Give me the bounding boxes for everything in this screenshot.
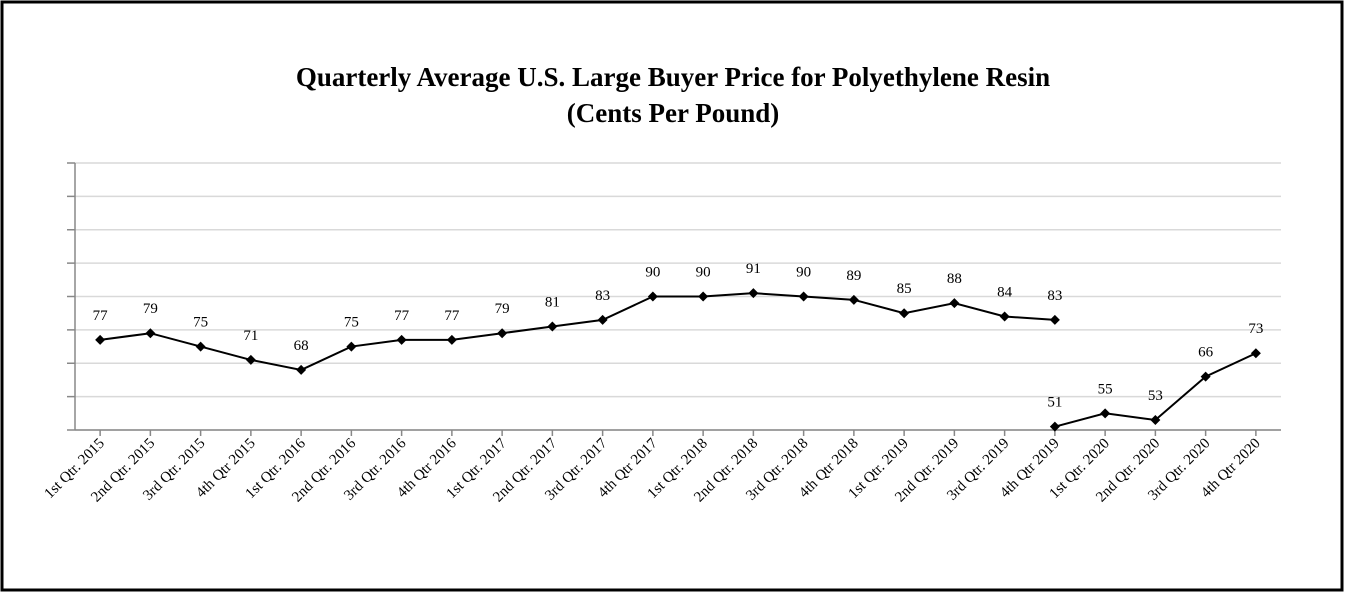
data-label: 53 <box>1148 388 1163 404</box>
data-label: 79 <box>495 301 510 317</box>
marker <box>396 334 407 345</box>
data-label: 55 <box>1098 381 1113 397</box>
marker <box>446 334 457 345</box>
data-label: 68 <box>294 338 309 354</box>
marker <box>899 308 910 319</box>
marker <box>497 328 508 339</box>
chart-title: Quarterly Average U.S. Large Buyer Price… <box>296 62 1050 92</box>
marker <box>597 314 608 325</box>
data-label: 51 <box>1047 395 1062 411</box>
data-label: 88 <box>947 271 962 287</box>
data-label: 83 <box>595 288 610 304</box>
marker <box>145 328 156 339</box>
marker <box>798 291 809 302</box>
marker <box>547 321 558 332</box>
marker <box>647 291 658 302</box>
data-label: 75 <box>193 315 208 331</box>
marker <box>296 364 307 375</box>
data-label: 89 <box>846 268 861 284</box>
marker <box>1049 314 1060 325</box>
marker <box>999 311 1010 322</box>
data-label: 91 <box>746 261 761 277</box>
marker <box>1200 371 1211 382</box>
marker <box>848 294 859 305</box>
data-label: 71 <box>243 328 258 344</box>
data-label: 73 <box>1248 321 1263 337</box>
data-label: 83 <box>1047 288 1062 304</box>
marker <box>346 341 357 352</box>
marker <box>1150 414 1161 425</box>
data-label: 77 <box>394 308 410 324</box>
marker <box>949 298 960 309</box>
data-label: 84 <box>997 285 1013 301</box>
data-label: 90 <box>796 265 811 281</box>
data-label: 85 <box>897 281 912 297</box>
data-label: 81 <box>545 295 560 311</box>
data-label: 77 <box>93 308 109 324</box>
marker <box>1250 348 1261 359</box>
marker <box>748 288 759 299</box>
marker <box>195 341 206 352</box>
data-label: 75 <box>344 315 359 331</box>
chart-subtitle: (Cents Per Pound) <box>567 98 780 128</box>
data-label: 90 <box>696 265 711 281</box>
data-label: 90 <box>645 265 660 281</box>
marker <box>1049 421 1060 432</box>
data-label: 79 <box>143 301 158 317</box>
marker <box>1100 408 1111 419</box>
data-label: 66 <box>1198 345 1214 361</box>
marker <box>95 334 106 345</box>
marker <box>245 354 256 365</box>
series-line <box>99 292 1055 371</box>
marker <box>698 291 709 302</box>
data-label: 77 <box>444 308 460 324</box>
